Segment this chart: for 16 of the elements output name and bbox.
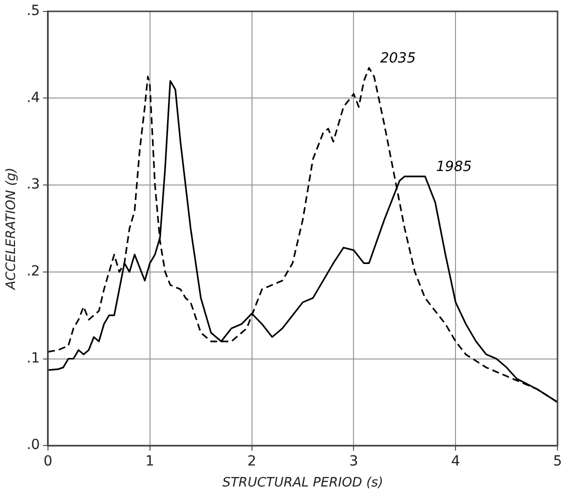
x-tick-label: 0	[43, 454, 52, 470]
y-tick-label: .4	[26, 90, 40, 106]
y-tick-label: .0	[26, 437, 40, 454]
x-tick-label: 1	[145, 454, 154, 470]
x-tick-label: 4	[451, 454, 460, 470]
y-tick-label: .2	[26, 264, 40, 280]
x-tick-label: 3	[349, 454, 358, 470]
annotation: 2035	[380, 50, 416, 66]
annotation: 1985	[436, 159, 472, 176]
x-tick-label: 2	[247, 454, 256, 470]
y-tick-label: .5	[26, 3, 40, 20]
x-axis-title: STRUCTURAL PERIOD (s)	[222, 476, 384, 491]
y-tick-label: .1	[26, 350, 40, 366]
x-tick-label: 5	[553, 454, 562, 470]
y-axis-title: ACCELERATION (g)	[4, 168, 20, 290]
y-tick-label: .3	[26, 176, 40, 193]
